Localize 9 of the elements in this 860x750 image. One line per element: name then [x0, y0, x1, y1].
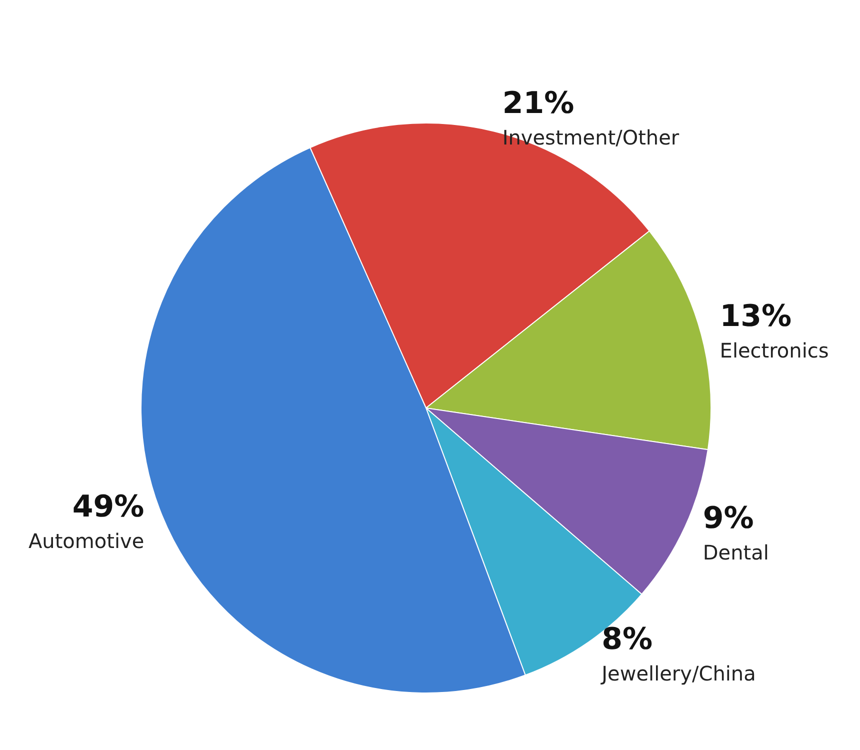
data-label: 21% [502, 86, 574, 122]
data-label: 8% [602, 622, 653, 658]
data-label: 49% [72, 489, 144, 524]
slice-label: Electronics [720, 338, 829, 363]
data-label: 9% [702, 500, 754, 536]
slice-label: Dental [702, 540, 769, 564]
slice-label: Automotive [28, 528, 144, 553]
slice-label: Jewellery/China [600, 662, 756, 686]
data-label: 13% [720, 299, 792, 334]
